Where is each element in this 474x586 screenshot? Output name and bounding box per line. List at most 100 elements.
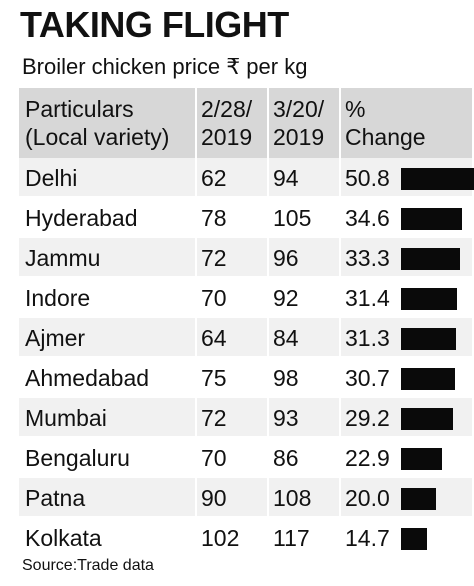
column-divider bbox=[339, 278, 341, 318]
row-divider bbox=[19, 356, 472, 358]
column-divider bbox=[339, 318, 341, 358]
table-header: Particulars (Local variety) 2/28/ 2019 3… bbox=[19, 88, 472, 158]
change-bar bbox=[401, 208, 462, 230]
change-cell: 34.6 bbox=[345, 204, 390, 231]
table-row: Bengaluru 70 86 22.9 bbox=[19, 438, 472, 478]
header-change-line1: % bbox=[345, 96, 366, 122]
change-bar bbox=[401, 328, 456, 350]
price-table: Particulars (Local variety) 2/28/ 2019 3… bbox=[19, 88, 474, 558]
column-divider bbox=[267, 478, 269, 518]
change-cell: 30.7 bbox=[345, 364, 390, 391]
city-cell: Bengaluru bbox=[25, 444, 130, 471]
column-divider bbox=[267, 358, 269, 398]
change-bar bbox=[401, 288, 457, 310]
change-cell: 33.3 bbox=[345, 244, 390, 271]
price-mar-cell: 98 bbox=[273, 364, 299, 391]
table-row: Kolkata 102 117 14.7 bbox=[19, 518, 472, 558]
change-bar bbox=[401, 488, 436, 510]
row-divider bbox=[19, 316, 472, 318]
column-divider bbox=[267, 318, 269, 358]
column-divider bbox=[339, 478, 341, 518]
column-divider bbox=[267, 198, 269, 238]
change-bar bbox=[401, 448, 442, 470]
city-cell: Indore bbox=[25, 284, 91, 311]
table-row: Ahmedabad 75 98 30.7 bbox=[19, 358, 472, 398]
change-cell: 14.7 bbox=[345, 524, 390, 551]
column-divider bbox=[267, 398, 269, 438]
price-feb-cell: 102 bbox=[201, 524, 240, 551]
row-divider bbox=[19, 476, 472, 478]
price-feb-cell: 64 bbox=[201, 324, 227, 351]
price-feb-cell: 72 bbox=[201, 244, 227, 271]
city-cell: Ajmer bbox=[25, 324, 86, 351]
column-divider bbox=[195, 518, 197, 558]
column-divider bbox=[267, 238, 269, 278]
price-mar-cell: 93 bbox=[273, 404, 299, 431]
price-mar-cell: 92 bbox=[273, 284, 299, 311]
price-feb-cell: 70 bbox=[201, 444, 227, 471]
price-mar-cell: 117 bbox=[273, 524, 310, 551]
column-divider bbox=[195, 478, 197, 518]
column-divider bbox=[195, 198, 197, 238]
column-divider bbox=[195, 88, 197, 158]
column-divider bbox=[195, 438, 197, 478]
column-divider bbox=[339, 358, 341, 398]
price-mar-cell: 108 bbox=[273, 484, 312, 511]
table-row: Ajmer 64 84 31.3 bbox=[19, 318, 472, 358]
column-divider bbox=[339, 88, 341, 158]
change-cell: 20.0 bbox=[345, 484, 390, 511]
price-mar-cell: 105 bbox=[273, 204, 312, 231]
column-divider bbox=[195, 238, 197, 278]
row-divider bbox=[19, 236, 472, 238]
column-divider bbox=[339, 238, 341, 278]
column-divider bbox=[339, 438, 341, 478]
row-divider bbox=[19, 196, 472, 198]
table-body: Delhi 62 94 50.8 Hyderabad 78 105 34.6 Jammu 72 96… bbox=[19, 158, 474, 558]
table-row: Mumbai 72 93 29.2 bbox=[19, 398, 472, 438]
row-divider bbox=[19, 556, 472, 558]
city-cell: Ahmedabad bbox=[25, 364, 150, 391]
price-feb-cell: 75 bbox=[201, 364, 227, 391]
change-bar bbox=[401, 168, 474, 190]
change-cell: 31.4 bbox=[345, 284, 390, 311]
column-divider bbox=[339, 518, 341, 558]
header-date-mar-line2: 2019 bbox=[273, 124, 325, 150]
change-bar bbox=[401, 368, 455, 390]
city-cell: Delhi bbox=[25, 164, 78, 191]
row-divider bbox=[19, 436, 472, 438]
change-cell: 29.2 bbox=[345, 404, 390, 431]
source-note: Source:Trade data bbox=[22, 557, 154, 574]
row-divider bbox=[19, 396, 472, 398]
column-divider bbox=[195, 398, 197, 438]
table-row: Indore 70 92 31.4 bbox=[19, 278, 472, 318]
price-mar-cell: 94 bbox=[273, 164, 299, 191]
city-cell: Jammu bbox=[25, 244, 101, 271]
header-particulars-line2: (Local variety) bbox=[25, 124, 170, 150]
chart-subtitle: Broiler chicken price ₹ per kg bbox=[22, 54, 308, 79]
column-divider bbox=[267, 278, 269, 318]
column-divider bbox=[195, 318, 197, 358]
price-mar-cell: 86 bbox=[273, 444, 299, 471]
column-divider bbox=[267, 518, 269, 558]
price-mar-cell: 96 bbox=[273, 244, 299, 271]
table-row: Hyderabad 78 105 34.6 bbox=[19, 198, 472, 238]
change-bar bbox=[401, 408, 453, 430]
price-feb-cell: 70 bbox=[201, 284, 227, 311]
table-row: Patna 90 108 20.0 bbox=[19, 478, 472, 518]
header-date-mar-line1: 3/20/ bbox=[273, 96, 325, 122]
change-bar bbox=[401, 248, 460, 270]
price-feb-cell: 78 bbox=[201, 204, 227, 231]
header-date-feb-line1: 2/28/ bbox=[201, 96, 253, 122]
column-divider bbox=[195, 278, 197, 318]
price-feb-cell: 72 bbox=[201, 404, 227, 431]
header-change-line2: Change bbox=[345, 124, 426, 150]
change-cell: 22.9 bbox=[345, 444, 390, 471]
header-date-mar: 3/20/ 2019 bbox=[273, 88, 337, 158]
price-feb-cell: 90 bbox=[201, 484, 227, 511]
chart-title: TAKING FLIGHT bbox=[20, 4, 289, 45]
column-divider bbox=[339, 158, 341, 198]
change-cell: 31.3 bbox=[345, 324, 390, 351]
column-divider bbox=[195, 358, 197, 398]
row-divider bbox=[19, 516, 472, 518]
column-divider bbox=[267, 438, 269, 478]
